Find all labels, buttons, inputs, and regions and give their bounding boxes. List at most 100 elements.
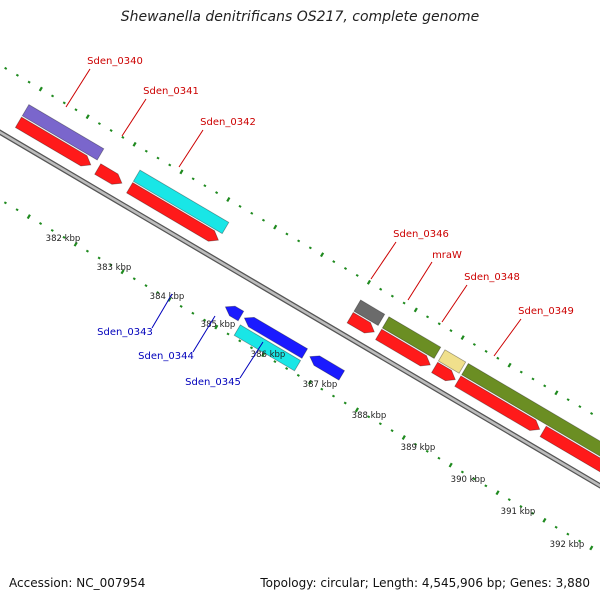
reverse-tick-mark	[109, 263, 113, 267]
gene-leader-line	[441, 284, 468, 323]
reverse-tick-mark	[261, 352, 266, 358]
forward-tick-mark	[366, 279, 372, 285]
forward-tick-mark	[168, 163, 172, 167]
forward-tick-mark	[85, 114, 90, 120]
cds-arrow-mraw	[375, 328, 431, 367]
forward-tick-mark	[62, 101, 66, 105]
axis-tick-label: 389 kbp	[401, 443, 436, 453]
axis-tick-label: 388 kbp	[352, 411, 387, 421]
forward-tick-mark	[144, 149, 148, 153]
reverse-tick-mark	[62, 235, 66, 239]
reverse-tick-mark	[542, 517, 547, 523]
gene-label: Sden_0346	[393, 229, 449, 240]
forward-tick-mark	[531, 377, 535, 381]
forward-tick-mark	[74, 108, 78, 112]
reverse-tick-mark	[273, 360, 277, 364]
cds-arrow-sden-0348-a	[431, 361, 456, 382]
cds-arrow-sden-0349	[539, 425, 600, 473]
cds-arrow-sden-0343	[224, 305, 245, 322]
reverse-tick-mark	[191, 311, 195, 315]
reverse-tick-mark	[413, 442, 418, 446]
forward-tick-mark	[285, 232, 289, 236]
tick-dot-tracks	[3, 66, 594, 551]
gene-box-sden-0348	[437, 349, 467, 374]
forward-tick-mark	[261, 218, 266, 222]
reverse-tick-mark	[589, 545, 594, 551]
gene-label: Sden_0342	[200, 117, 256, 128]
feature-tracks	[14, 104, 600, 473]
reverse-tick-mark	[331, 394, 336, 398]
forward-tick-mark	[297, 239, 301, 243]
reverse-tick-mark	[472, 477, 476, 481]
reverse-tick-mark	[519, 505, 523, 508]
backbone-line	[0, 129, 600, 489]
forward-tick-mark	[355, 273, 359, 277]
gene-box-sden-0346	[353, 299, 386, 327]
gene-label: Sden_0348	[464, 272, 520, 283]
forward-tick-mark	[413, 307, 418, 313]
forward-tick-mark	[460, 335, 465, 341]
reverse-tick-mark	[3, 201, 7, 205]
forward-tick-mark	[250, 211, 254, 215]
reverse-tick-mark	[214, 324, 219, 330]
forward-tick-mark	[554, 390, 559, 396]
gene-label: Sden_0345	[185, 377, 241, 388]
reverse-tick-mark	[437, 456, 441, 460]
forward-tick-mark	[97, 122, 101, 126]
reverse-tick-mark	[39, 222, 43, 225]
cds-arrow-sden-0340	[14, 116, 92, 167]
reverse-tick-mark	[226, 332, 230, 336]
forward-tick-mark	[4, 66, 8, 70]
forward-tick-mark	[519, 370, 523, 374]
reverse-tick-mark	[238, 339, 242, 343]
reverse-tick-mark	[144, 284, 148, 288]
gene-leader-line	[65, 68, 91, 108]
forward-tick-mark	[156, 156, 160, 160]
reverse-tick-mark	[507, 498, 511, 502]
backbone-highlight	[0, 130, 600, 488]
gene-labels: Sden_0340 Sden_0341 Sden_0342 Sden_0346 mraW…	[65, 56, 574, 388]
reverse-tick-mark	[378, 422, 382, 426]
gene-label: Sden_0340	[87, 56, 143, 67]
forward-tick-mark	[226, 197, 231, 202]
gene-leader-line	[493, 318, 522, 357]
forward-tick-mark	[472, 342, 476, 346]
forward-tick-mark	[121, 135, 125, 139]
reverse-tick-mark	[554, 525, 558, 529]
gene-box-sden-0349	[461, 362, 600, 457]
reverse-tick-mark	[249, 346, 254, 350]
forward-tick-mark	[449, 329, 453, 333]
gene-leader-line	[370, 241, 397, 280]
forward-tick-mark	[38, 86, 43, 92]
axis-tick-label: 387 kbp	[303, 380, 338, 390]
forward-tick-mark	[215, 191, 219, 195]
gene-leader-line	[178, 129, 204, 168]
forward-tick-mark	[543, 384, 547, 388]
axis-tick-label: 386 kbp	[251, 350, 286, 360]
reverse-tick-mark	[390, 429, 394, 433]
forward-tick-mark	[578, 405, 582, 409]
reverse-tick-mark	[85, 249, 89, 253]
forward-tick-mark	[308, 246, 312, 250]
gene-box-sden-0340	[21, 104, 105, 161]
gene-label: Sden_0343	[97, 327, 153, 338]
axis-tick-label: 383 kbp	[97, 263, 132, 273]
genome-backbone	[0, 129, 600, 489]
page-title: Shewanella denitrificans OS217, complete…	[120, 9, 480, 25]
gene-box-mraw	[381, 316, 442, 359]
axis-tick-label: 385 kbp	[201, 320, 236, 330]
forward-tick-mark	[566, 398, 570, 402]
reverse-tick-mark	[307, 379, 313, 385]
forward-tick-mark	[379, 287, 383, 291]
cds-arrow-sden-0346	[346, 311, 375, 334]
reverse-tick-mark	[484, 484, 488, 488]
reverse-tick-mark	[578, 539, 582, 543]
reverse-tick-mark	[179, 304, 183, 308]
axis-tick-label: 392 kbp	[550, 540, 585, 550]
forward-tick-mark	[425, 315, 430, 319]
axis-tick-label: 382 kbp	[46, 234, 81, 244]
reverse-tick-mark	[320, 387, 324, 391]
cds-arrow-sden-0344	[243, 316, 309, 359]
